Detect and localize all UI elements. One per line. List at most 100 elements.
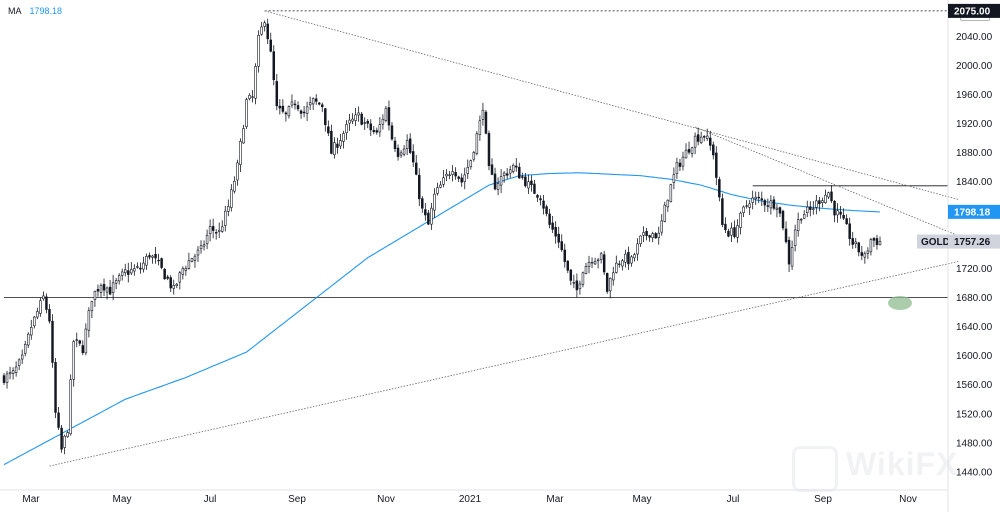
- candle-body: [515, 165, 518, 168]
- price-tick-label: 1520.00: [956, 409, 993, 420]
- candle-body: [539, 198, 542, 201]
- candle-body: [336, 143, 339, 148]
- candle-body: [427, 212, 430, 225]
- candle-body: [430, 207, 433, 225]
- candle-body: [812, 208, 815, 210]
- candles: [2, 18, 882, 455]
- candle-body: [390, 125, 394, 140]
- candle-body: [281, 105, 285, 112]
- candle-body: [333, 142, 336, 156]
- candle-body: [763, 200, 767, 206]
- candle-body: [772, 199, 776, 209]
- candle-body: [245, 99, 248, 128]
- candle-body: [799, 218, 803, 221]
- candle-body: [736, 225, 739, 238]
- time-axis[interactable]: Mar May Jul Sep Nov 2021 Mar May Jul Sep Nov: [0, 489, 948, 505]
- candle-body: [369, 123, 373, 131]
- candle-body: [205, 234, 209, 245]
- candle-body: [842, 214, 845, 219]
- candle-body: [290, 101, 294, 106]
- candle-body: [145, 256, 148, 266]
- candle-body: [581, 272, 585, 285]
- candle-body: [160, 258, 163, 268]
- candle-body: [712, 144, 715, 156]
- candle-body: [687, 149, 691, 153]
- candle-body: [78, 340, 82, 344]
- candle-body: [608, 277, 612, 292]
- candle-body: [463, 174, 466, 182]
- indicator-legend[interactable]: MA 1798.18: [8, 6, 62, 16]
- candle-body: [778, 207, 782, 214]
- candle-body: [405, 140, 409, 149]
- candle-body: [560, 241, 563, 251]
- candle-body: [393, 140, 397, 149]
- candle-body: [217, 229, 221, 232]
- candle-body: [396, 147, 400, 157]
- candle-body: [87, 310, 91, 331]
- candle-body: [636, 243, 639, 255]
- price-tag-label: 1757.26: [954, 237, 991, 248]
- price-tick-label: 2000.00: [956, 61, 993, 72]
- candle-body: [14, 366, 18, 373]
- candle-body: [787, 239, 791, 265]
- candle-body: [493, 173, 497, 190]
- candle-body: [102, 284, 106, 291]
- candle-body: [496, 183, 500, 190]
- candle-body: [833, 200, 836, 216]
- candle-body: [418, 174, 421, 200]
- candle-body: [120, 271, 124, 276]
- candle-body: [839, 211, 842, 215]
- candle-body: [99, 285, 103, 293]
- candle-body: [130, 269, 133, 274]
- trendline: [694, 126, 959, 237]
- candle-body: [872, 238, 876, 241]
- candle-body: [63, 435, 66, 448]
- candle-body: [23, 343, 27, 354]
- candle-body: [163, 268, 166, 280]
- candle-body: [696, 134, 700, 142]
- candle-body: [845, 218, 848, 225]
- candle-body: [196, 249, 200, 256]
- candle-body: [851, 238, 854, 245]
- candle-body: [257, 35, 260, 67]
- candle-body: [699, 136, 703, 144]
- candle-body: [869, 239, 873, 253]
- candle-body: [42, 295, 45, 300]
- candle-body: [157, 259, 160, 262]
- candle-body: [17, 359, 21, 366]
- price-axis[interactable]: 1440.00 1480.00 1520.00 1560.00 1600.00 1640.…: [947, 0, 993, 512]
- candle-body: [84, 328, 88, 354]
- candle-body: [681, 156, 685, 167]
- candle-body: [169, 277, 172, 289]
- candle-body: [105, 287, 109, 293]
- candle-body: [436, 187, 439, 194]
- candle-body: [612, 272, 615, 281]
- trendlines: [49, 10, 959, 467]
- candle-body: [90, 301, 94, 312]
- candle-body: [548, 213, 551, 225]
- candle-body: [239, 141, 242, 165]
- time-tick-label: Mar: [22, 494, 40, 505]
- candle-body: [809, 206, 812, 210]
- candle-body: [854, 241, 857, 245]
- candle-body: [815, 200, 818, 208]
- candle-body: [875, 238, 879, 245]
- candle-body: [314, 98, 318, 102]
- candle-body: [518, 166, 521, 179]
- candle-body: [278, 105, 282, 109]
- candle-body: [542, 200, 545, 209]
- candle-body: [781, 210, 785, 229]
- time-tick-label: Mar: [546, 494, 564, 505]
- price-tick-label: 1720.00: [956, 264, 993, 275]
- candle-body: [51, 320, 54, 363]
- candle-body: [454, 172, 457, 177]
- candle-body: [142, 262, 145, 270]
- candle-body: [327, 126, 330, 134]
- candle-body: [818, 200, 821, 205]
- candle-body: [305, 106, 309, 114]
- candle-body: [133, 268, 136, 272]
- candle-body: [848, 223, 851, 239]
- candle-body: [860, 252, 864, 256]
